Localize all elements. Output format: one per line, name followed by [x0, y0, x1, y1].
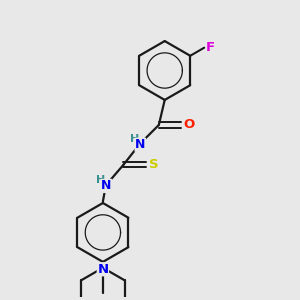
Text: H: H — [130, 134, 139, 144]
Text: N: N — [135, 138, 146, 151]
Text: S: S — [149, 158, 159, 171]
Text: O: O — [184, 118, 195, 131]
Text: N: N — [101, 179, 112, 192]
Text: N: N — [97, 263, 109, 276]
Text: H: H — [96, 175, 105, 185]
Text: F: F — [206, 41, 215, 54]
